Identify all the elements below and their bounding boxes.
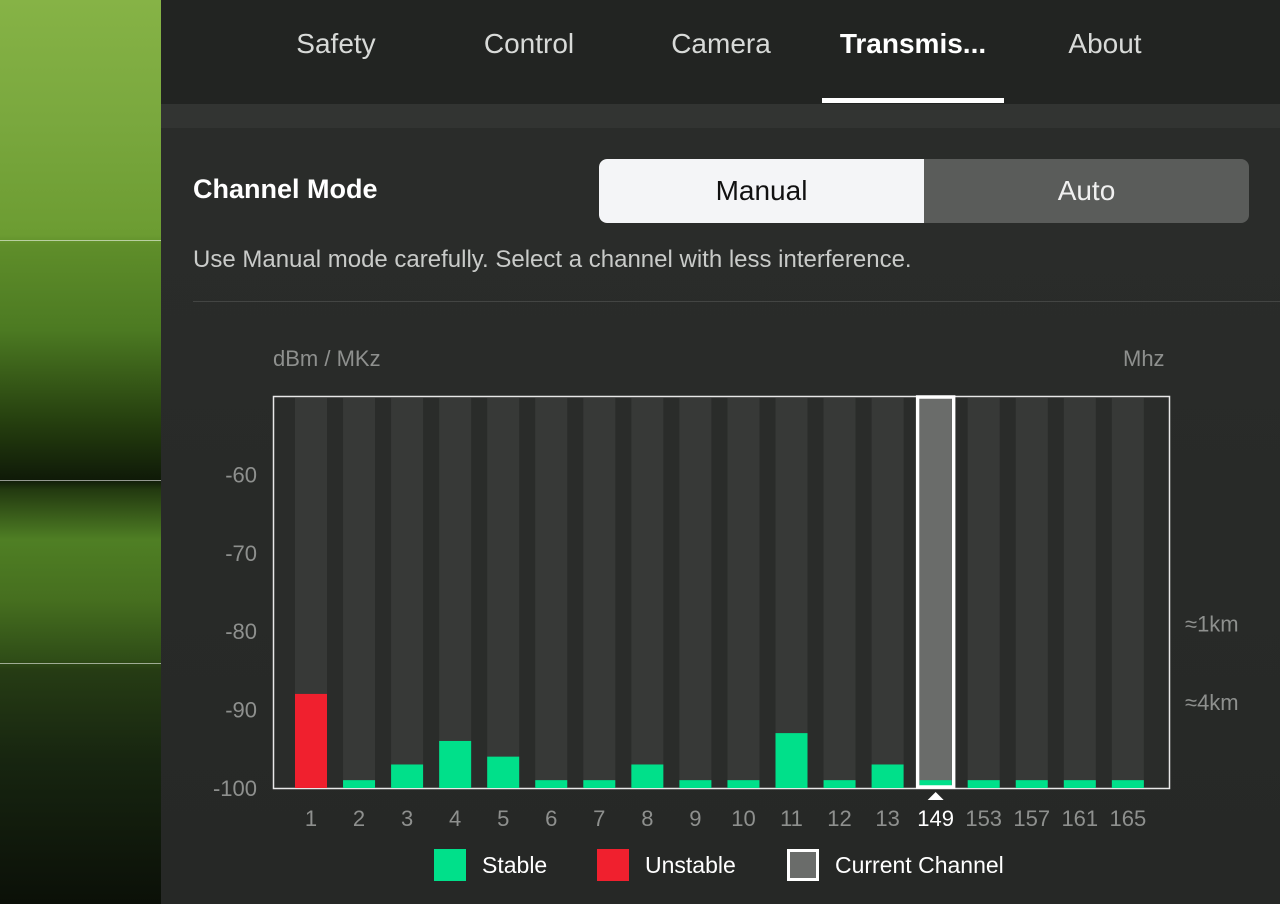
tab-about[interactable]: About xyxy=(1068,28,1142,59)
channel-bar xyxy=(967,780,1000,788)
channel-bar xyxy=(727,780,760,788)
legend-current-channel: Current Channel xyxy=(787,848,1004,882)
manual-mode-button[interactable]: Manual xyxy=(599,159,924,223)
x-tick-label: 6 xyxy=(545,806,557,831)
section-divider xyxy=(193,301,1280,302)
channel-bar xyxy=(823,780,856,788)
x-tick-label: 161 xyxy=(1061,806,1098,831)
channel-bar xyxy=(439,740,472,788)
x-axis-label: Mhz xyxy=(1123,346,1165,371)
x-tick-label: 10 xyxy=(731,806,755,831)
tab-bar: Safety Control Camera Transmis... About xyxy=(161,0,1280,104)
channel-track xyxy=(343,398,376,788)
channel-track xyxy=(1063,398,1096,788)
channel-track xyxy=(727,398,760,788)
x-tick-label: 7 xyxy=(593,806,605,831)
stable-swatch xyxy=(434,849,466,881)
channel-mode-toggle: Manual Auto xyxy=(599,159,1249,223)
x-tick-label: 157 xyxy=(1013,806,1050,831)
channel-bar xyxy=(295,693,327,788)
channel-bar xyxy=(583,780,616,788)
channel-track xyxy=(391,398,424,788)
x-tick-label: 3 xyxy=(401,806,413,831)
channel-track xyxy=(871,398,904,788)
channel-track xyxy=(823,398,856,788)
channel-mode-title: Channel Mode xyxy=(193,174,378,204)
legend-unstable-label: Unstable xyxy=(645,851,736,878)
unstable-swatch xyxy=(597,849,629,881)
channel-track xyxy=(1111,398,1144,788)
channel-bar xyxy=(775,733,808,788)
x-tick-label: 153 xyxy=(965,806,1002,831)
x-tick-label: 4 xyxy=(449,806,461,831)
y-tick-label: -80 xyxy=(225,619,257,644)
channel-track xyxy=(679,398,712,788)
channel-bar xyxy=(1111,780,1144,788)
channel-track xyxy=(535,398,568,788)
channel-track xyxy=(631,398,664,788)
scroll-shadow xyxy=(161,104,1280,128)
range-marker-label: ≈4km xyxy=(1185,690,1239,715)
legend-unstable: Unstable xyxy=(597,848,736,882)
current-channel-marker xyxy=(927,792,944,800)
tab-camera[interactable]: Camera xyxy=(671,28,771,59)
channel-mode-hint: Use Manual mode carefully. Select a chan… xyxy=(193,246,912,273)
x-tick-label: 8 xyxy=(641,806,653,831)
camera-feed xyxy=(0,0,161,904)
x-tick-label: 9 xyxy=(689,806,701,831)
legend-current-channel-label: Current Channel xyxy=(835,851,1004,878)
channel-track xyxy=(583,398,616,788)
x-tick-label: 2 xyxy=(353,806,365,831)
channel-bar xyxy=(535,780,568,788)
y-tick-label: -90 xyxy=(225,698,257,723)
channel-bar xyxy=(343,780,376,788)
y-tick-label: -100 xyxy=(213,776,257,801)
tab-safety[interactable]: Safety xyxy=(296,28,376,59)
channel-bar xyxy=(679,780,712,788)
x-tick-label: 165 xyxy=(1109,806,1146,831)
current-channel-outline xyxy=(915,395,956,789)
x-tick-label: 5 xyxy=(497,806,509,831)
x-tick-label: 1 xyxy=(305,806,317,831)
x-tick-label: 149 xyxy=(917,806,954,831)
channel-bar xyxy=(631,764,664,788)
y-tick-label: -60 xyxy=(225,462,257,487)
feed-line xyxy=(0,663,161,664)
x-tick-label: 13 xyxy=(875,806,899,831)
legend-stable-label: Stable xyxy=(482,851,548,878)
auto-mode-button[interactable]: Auto xyxy=(1057,175,1116,206)
channel-track xyxy=(1015,398,1048,788)
tab-transmission[interactable]: Transmis... xyxy=(839,28,987,59)
channel-track xyxy=(919,398,952,788)
channel-bar xyxy=(1063,780,1096,788)
active-tab-indicator xyxy=(822,98,1004,103)
channel-track xyxy=(775,398,808,788)
current-channel-swatch xyxy=(787,849,819,881)
channel-bar xyxy=(391,764,424,788)
x-tick-label: 11 xyxy=(780,806,803,831)
feed-line xyxy=(0,240,161,241)
channel-bar xyxy=(871,764,904,788)
x-tick-label: 12 xyxy=(827,806,851,831)
feed-line xyxy=(0,480,161,481)
tab-control[interactable]: Control xyxy=(483,28,575,59)
channel-track xyxy=(967,398,1000,788)
y-axis-label: dBm / MKz xyxy=(273,346,381,371)
channel-track xyxy=(487,398,520,788)
y-tick-label: -70 xyxy=(225,541,257,566)
channel-track xyxy=(439,398,472,788)
range-marker-label: ≈1km xyxy=(1185,611,1239,636)
channel-bar xyxy=(1015,780,1048,788)
legend-stable: Stable xyxy=(434,848,547,882)
channel-bar xyxy=(919,780,952,788)
channel-bar xyxy=(487,756,520,788)
